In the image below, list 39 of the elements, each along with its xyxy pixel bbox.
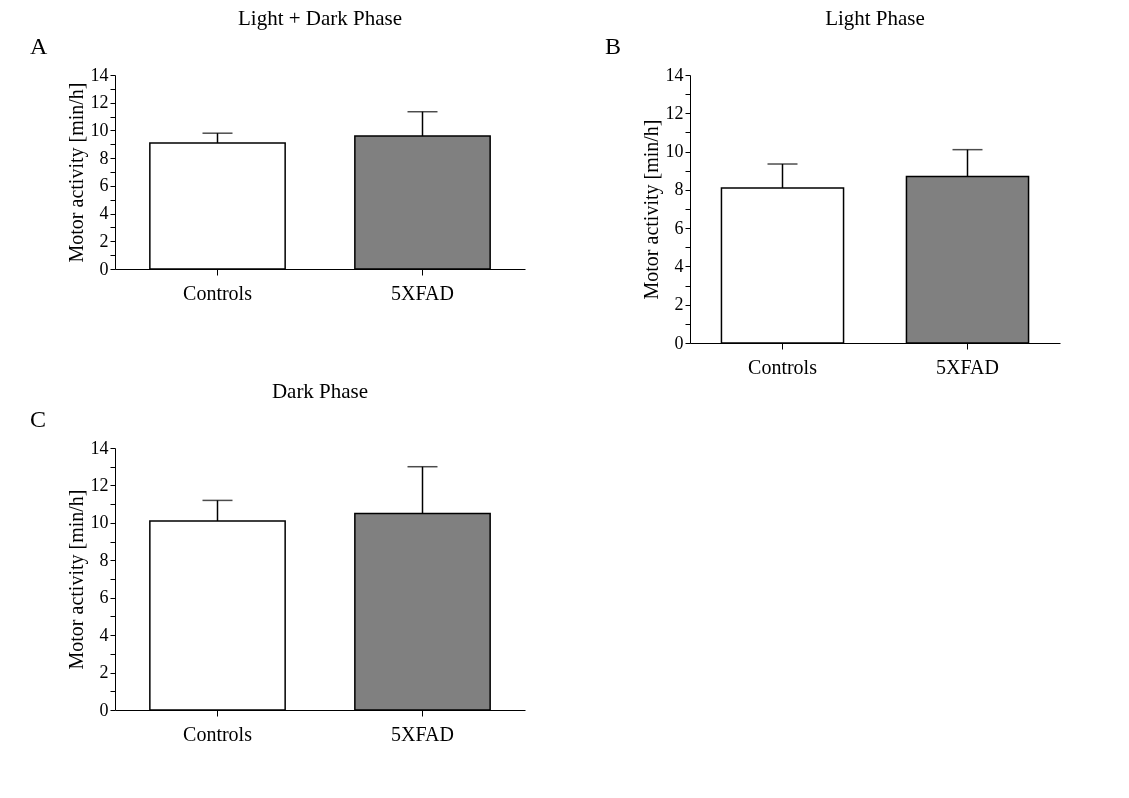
x-tick-label: 5XFAD (391, 722, 454, 745)
y-tick-label: 4 (674, 255, 684, 276)
y-tick-label: 4 (99, 624, 109, 645)
y-tick-label: 2 (99, 230, 109, 251)
y-tick-label: 0 (674, 332, 684, 353)
y-tick-label: 10 (90, 119, 109, 140)
y-tick-label: 14 (90, 437, 109, 458)
y-tick-label: 12 (90, 92, 109, 113)
y-tick-label: 4 (99, 203, 109, 224)
x-tick-label: Controls (183, 722, 253, 745)
y-tick-label: 6 (674, 217, 684, 238)
y-axis-title: Motor activity [min/h] (64, 82, 88, 263)
y-tick-label: 2 (99, 662, 109, 683)
y-tick-label: 6 (99, 587, 109, 608)
y-tick-label: 10 (90, 512, 109, 533)
x-tick-label: Controls (748, 355, 818, 378)
x-tick-label: 5XFAD (391, 281, 454, 304)
text: B (605, 33, 622, 59)
x-tick-label: Controls (183, 281, 253, 304)
chart-title: Light + Dark Phase (237, 6, 403, 30)
y-tick-label: 6 (99, 175, 109, 196)
y-tick-label: 14 (90, 64, 109, 85)
chart-title: Light Phase (825, 6, 925, 30)
y-tick-label: 8 (674, 179, 684, 200)
y-tick-label: 0 (99, 258, 109, 279)
y-tick-label: 8 (99, 147, 109, 168)
y-tick-label: 14 (665, 64, 684, 85)
y-tick-label: 2 (674, 294, 684, 315)
text: C (30, 406, 47, 432)
y-tick-label: 8 (99, 549, 109, 570)
y-tick-label: 12 (665, 102, 684, 123)
y-tick-label: 12 (90, 474, 109, 495)
y-axis-title: Motor activity [min/h] (64, 489, 88, 670)
y-axis-title: Motor activity [min/h] (639, 119, 663, 300)
y-tick-label: 10 (665, 141, 684, 162)
chart-title: Dark Phase (271, 379, 369, 403)
y-tick-label: 0 (99, 699, 109, 720)
x-tick-label: 5XFAD (936, 355, 999, 378)
text: A (30, 33, 48, 59)
